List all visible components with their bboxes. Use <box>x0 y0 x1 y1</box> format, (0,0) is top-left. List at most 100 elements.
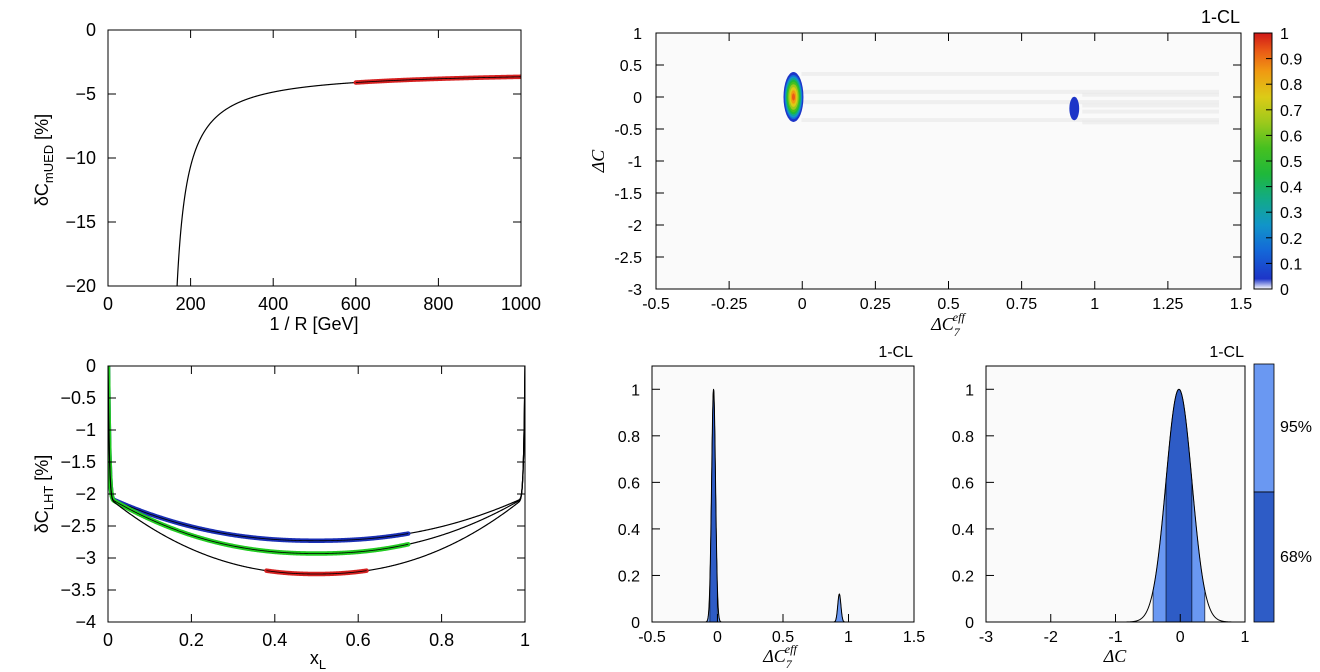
cl2d-x-axis: -0.5 -0.25 0 0.25 0.5 0.75 1 1.25 1.5 <box>642 33 1252 313</box>
cl2d-y-tick-label: -1 <box>628 154 642 171</box>
c7-title: 1-CL <box>878 344 913 361</box>
cl2d-contour <box>1069 96 1080 121</box>
colorbar-tick-label: 0.3 <box>1280 205 1302 222</box>
c-x-tick-label: -1 <box>1108 629 1122 646</box>
lht-x-tick-label: 0.4 <box>262 630 287 650</box>
c-x-label: ΔC <box>1103 646 1128 666</box>
mued-highlight-core <box>355 76 521 83</box>
cl2d-x-tick-label: 0 <box>798 296 807 313</box>
c7-x-tick-label: 0 <box>713 629 722 646</box>
colorbar-tick-label: 0.2 <box>1280 231 1302 248</box>
cl2d-y-axis: 1 0.5 0 -0.5 -1 -1.5 -2 -2.5 -3 <box>614 26 1241 299</box>
lht-x-label: xL <box>310 648 326 672</box>
cl2d-y-tick-label: -3 <box>628 282 642 299</box>
c7-y-tick-label: 0 <box>631 615 640 632</box>
c-y-tick-label: 0.8 <box>952 429 974 446</box>
cl2d-x-tick-label: -0.5 <box>642 296 670 313</box>
cl2d-plot-area <box>656 33 1241 289</box>
cl2d-contour <box>791 93 795 101</box>
c-x-tick-label: 0 <box>1176 629 1185 646</box>
lht-x-tick-label: 0 <box>103 630 113 650</box>
lht-panel: 0 0.2 0.4 0.6 0.8 1 0 −0.5 −1 −1.5 −2 −2.5 −3 −3.5 −4… <box>32 356 530 672</box>
lht-plot-area <box>108 366 525 622</box>
c-plot-area <box>986 366 1245 622</box>
cl2d-title: 1-CL <box>1201 7 1240 27</box>
lht-x-tick-label: 0.2 <box>179 630 204 650</box>
colorbar-tick-label: 0.7 <box>1280 103 1302 120</box>
lht-plot-content <box>108 366 525 577</box>
colorbar-tick-label: 0.5 <box>1280 154 1302 171</box>
mued-x-tick-label: 1000 <box>501 294 541 314</box>
colorbar-tick-label: 0 <box>1280 282 1289 299</box>
colorbar-axis: 1 0.9 0.8 0.7 0.6 0.5 0.4 0.3 0.2 0.1 0 <box>1266 26 1302 299</box>
mued-x-label: 1 / R [GeV] <box>269 314 358 334</box>
mued-y-tick-label: −20 <box>65 276 96 296</box>
c7-y-tick-label: 0.2 <box>618 568 640 585</box>
cl2d-x-tick-label: 0.5 <box>937 296 959 313</box>
c7-panel: -0.5 0 0.5 1 1.5 10.80.60.40.20 1-CL ΔC7eff <box>618 344 925 671</box>
lht-y-tick-label: 0 <box>86 356 96 376</box>
cl2d-x-tick-label: -0.25 <box>711 296 748 313</box>
mued-x-tick-label: 200 <box>176 294 206 314</box>
lht-x-tick-label: 0.8 <box>429 630 454 650</box>
lht-y-tick-label: −3 <box>75 548 96 568</box>
mued-y-tick-label: −15 <box>65 212 96 232</box>
cl2d-streak <box>1082 103 1219 108</box>
cl2d-x-tick-label: 1.25 <box>1152 296 1183 313</box>
c-y-tick-label: 0 <box>965 615 974 632</box>
cl2d-panel: -0.5 -0.25 0 0.25 0.5 0.75 1 1.25 1.5 10.50-0.5-… <box>588 7 1302 339</box>
legend-swatch-95 <box>1253 363 1275 493</box>
cl2d-streak <box>801 89 1219 94</box>
c7-x-axis: -0.5 0 0.5 1 1.5 <box>638 614 925 646</box>
cl2d-y-tick-label: -1.5 <box>614 186 642 203</box>
cl2d-y-tick-label: -0.5 <box>614 122 642 139</box>
c7-y-tick-label: 0.8 <box>618 429 640 446</box>
cl2d-streak <box>801 71 1219 76</box>
mued-x-tick-label: 800 <box>423 294 453 314</box>
legend-label-68: 68% <box>1280 549 1312 566</box>
c-x-tick-label: -3 <box>979 629 993 646</box>
mued-panel: 0 200 400 600 800 1000 0 −5 −10 −15 −20 1 / R [Ge… <box>32 20 541 334</box>
c-plot-content <box>986 388 1245 622</box>
lht-y-tick-label: −1.5 <box>60 452 96 472</box>
c-panel: -3 -2 -1 0 1 1 0.8 0.6 0.4 0.2 0 1-CL ΔC 95% 68% <box>952 344 1312 666</box>
cl2d-y-tick-label: 1 <box>633 26 642 43</box>
lht-y-tick-label: −2 <box>75 484 96 504</box>
colorbar-tick-label: 0.1 <box>1280 256 1302 273</box>
lht-y-tick-label: −4 <box>75 612 96 632</box>
c-y-tick-label: 0.6 <box>952 475 974 492</box>
mued-x-tick-label: 600 <box>341 294 371 314</box>
cl2d-y-label: ΔC <box>588 149 608 174</box>
cl2d-x-label: ΔC7eff <box>930 310 966 339</box>
cl2d-streak <box>801 100 1219 105</box>
c7-x-tick-label: 0.5 <box>772 629 794 646</box>
c-x-tick-label: -2 <box>1044 629 1058 646</box>
lht-highlight-core-upper <box>108 366 409 542</box>
c-x-tick-label: 1 <box>1241 629 1250 646</box>
cl2d-plot-content <box>783 71 1219 125</box>
c7-plot-content <box>652 388 914 622</box>
lht-x-tick-label: 1 <box>520 630 530 650</box>
cl2d-x-tick-label: 0.75 <box>1006 296 1037 313</box>
cl2d-y-tick-label: -2.5 <box>614 250 642 267</box>
cl2d-x-tick-label: 0.25 <box>860 296 891 313</box>
c-y-axis: 1 0.8 0.6 0.4 0.2 0 <box>952 382 994 632</box>
lht-x-axis: 0 0.2 0.4 0.6 0.8 1 <box>103 366 530 650</box>
lht-y-tick-label: −0.5 <box>60 388 96 408</box>
c-title: 1-CL <box>1209 344 1244 361</box>
lht-x-tick-label: 0.6 <box>346 630 371 650</box>
c-y-tick-label: 0.4 <box>952 522 974 539</box>
c7-y-tick-label: 1 <box>631 382 640 399</box>
mued-y-tick-label: 0 <box>86 20 96 40</box>
mued-x-tick-label: 400 <box>258 294 288 314</box>
mued-y-label: δCmUED [%] <box>32 114 56 206</box>
c-y-tick-label: 1 <box>965 382 974 399</box>
c-y-tick-label: 0.2 <box>952 568 974 585</box>
colorbar-tick-label: 1 <box>1280 26 1289 43</box>
lht-y-axis: 0 −0.5 −1 −1.5 −2 −2.5 −3 −3.5 −4 <box>60 356 525 632</box>
lht-highlight-core-lower <box>266 570 367 575</box>
cl2d-y-tick-label: 0 <box>633 90 642 107</box>
cl2d-y-tick-label: 0.5 <box>620 58 642 75</box>
c7-y-axis: 1 0.8 0.6 0.4 0.2 0 <box>618 382 660 632</box>
cl2d-x-tick-label: 1 <box>1090 296 1099 313</box>
